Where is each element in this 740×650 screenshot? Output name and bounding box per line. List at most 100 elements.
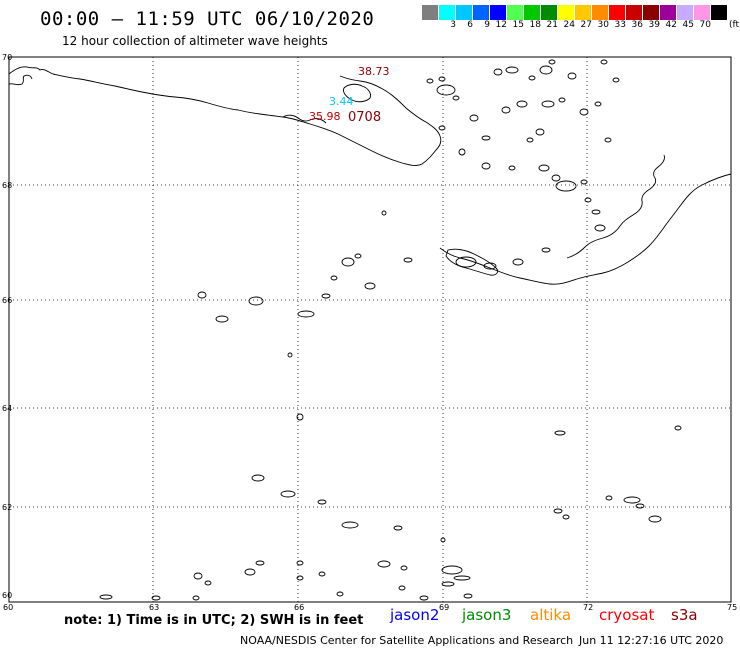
island xyxy=(458,148,466,156)
island xyxy=(541,100,555,108)
island xyxy=(321,293,331,299)
colorbar-swatch xyxy=(439,5,456,20)
coastline-east xyxy=(439,173,732,285)
island xyxy=(623,496,641,504)
island xyxy=(463,593,473,599)
lon-label-60: 60 xyxy=(3,603,13,612)
island xyxy=(330,275,338,281)
colorbar-swatch xyxy=(490,5,507,20)
wave-height-colorbar xyxy=(422,5,728,20)
island xyxy=(584,197,592,203)
island xyxy=(296,560,304,566)
island xyxy=(674,425,682,431)
island xyxy=(579,108,589,116)
island xyxy=(280,490,296,498)
credit-text: NOAA/NESDIS Center for Satellite Applica… xyxy=(240,634,574,647)
island xyxy=(508,165,516,171)
footer-note: note: 1) Time is in UTC; 2) SWH is in fe… xyxy=(64,613,364,628)
colorbar-swatch xyxy=(643,5,660,20)
lat-label-66: 66 xyxy=(2,296,12,305)
lat-label-64: 64 xyxy=(2,404,12,413)
lat-label-68: 68 xyxy=(2,181,12,190)
island xyxy=(255,560,265,566)
island xyxy=(215,315,229,323)
lon-label-75: 75 xyxy=(727,603,737,612)
island xyxy=(197,291,207,299)
island xyxy=(251,474,265,482)
coastline-island-north xyxy=(343,83,371,103)
colorbar-swatch xyxy=(473,5,490,20)
island xyxy=(341,521,359,529)
coastline-north-mainland xyxy=(8,66,442,166)
coastline-east-peninsula xyxy=(445,248,499,276)
island xyxy=(336,591,344,597)
colorbar-swatch xyxy=(575,5,592,20)
colorbar-swatch xyxy=(609,5,626,20)
colorbar-tick-label: 45 xyxy=(682,20,694,30)
island xyxy=(441,565,463,575)
colorbar-swatch xyxy=(694,5,711,20)
colorbar-tick-label: 24 xyxy=(563,20,575,30)
colorbar-tick-label: 27 xyxy=(580,20,592,30)
island xyxy=(604,137,612,143)
generation-timestamp: Jun 11 12:27:16 UTC 2020 xyxy=(579,634,724,647)
lat-label-70: 70 xyxy=(2,53,12,62)
lon-label-66: 66 xyxy=(294,603,304,612)
colorbar-tick-label: 39 xyxy=(648,20,660,30)
colorbar-tick-label: 6 xyxy=(467,20,473,30)
graticule xyxy=(9,57,731,602)
map-frame xyxy=(8,56,732,603)
island xyxy=(151,595,161,601)
lon-label-63: 63 xyxy=(149,603,159,612)
island xyxy=(548,59,556,65)
island xyxy=(426,78,434,84)
island xyxy=(501,106,511,114)
island xyxy=(377,560,391,568)
island xyxy=(393,525,403,531)
legend-cryosat: cryosat xyxy=(599,606,655,624)
island xyxy=(580,179,588,185)
island xyxy=(541,247,551,253)
island xyxy=(296,413,304,421)
island xyxy=(440,537,446,543)
island xyxy=(600,59,608,65)
island xyxy=(364,282,376,290)
lat-label-62: 62 xyxy=(2,503,12,512)
island xyxy=(436,84,456,96)
island xyxy=(594,101,602,107)
legend-altika: altika xyxy=(530,606,572,624)
island xyxy=(354,253,362,259)
island xyxy=(528,75,536,81)
legend-jason3: jason3 xyxy=(462,606,512,624)
colorbar-unit: (ft) xyxy=(729,20,740,30)
colorbar-tick-label: 30 xyxy=(597,20,609,30)
island xyxy=(635,503,645,509)
island xyxy=(591,209,601,215)
pass-time-label: 0708 xyxy=(348,110,381,125)
island xyxy=(400,565,408,571)
island xyxy=(512,258,524,266)
coastline-east-fjord xyxy=(566,154,665,259)
island xyxy=(539,65,553,75)
island xyxy=(317,499,327,505)
island xyxy=(438,125,446,131)
colorbar-swatch xyxy=(507,5,524,20)
island xyxy=(248,296,264,306)
lon-label-72: 72 xyxy=(583,603,593,612)
lon-label-69: 69 xyxy=(439,603,449,612)
island xyxy=(287,352,293,358)
coastline-peninsula xyxy=(282,114,327,124)
island xyxy=(381,210,387,216)
colorbar-swatch xyxy=(626,5,643,20)
island xyxy=(244,568,256,576)
island xyxy=(554,430,566,436)
map-subtitle: 12 hour collection of altimeter wave hei… xyxy=(62,34,328,48)
island xyxy=(99,594,113,600)
island xyxy=(648,515,662,523)
island xyxy=(605,495,613,501)
island xyxy=(192,595,200,601)
island xyxy=(612,77,620,83)
island xyxy=(553,508,563,514)
